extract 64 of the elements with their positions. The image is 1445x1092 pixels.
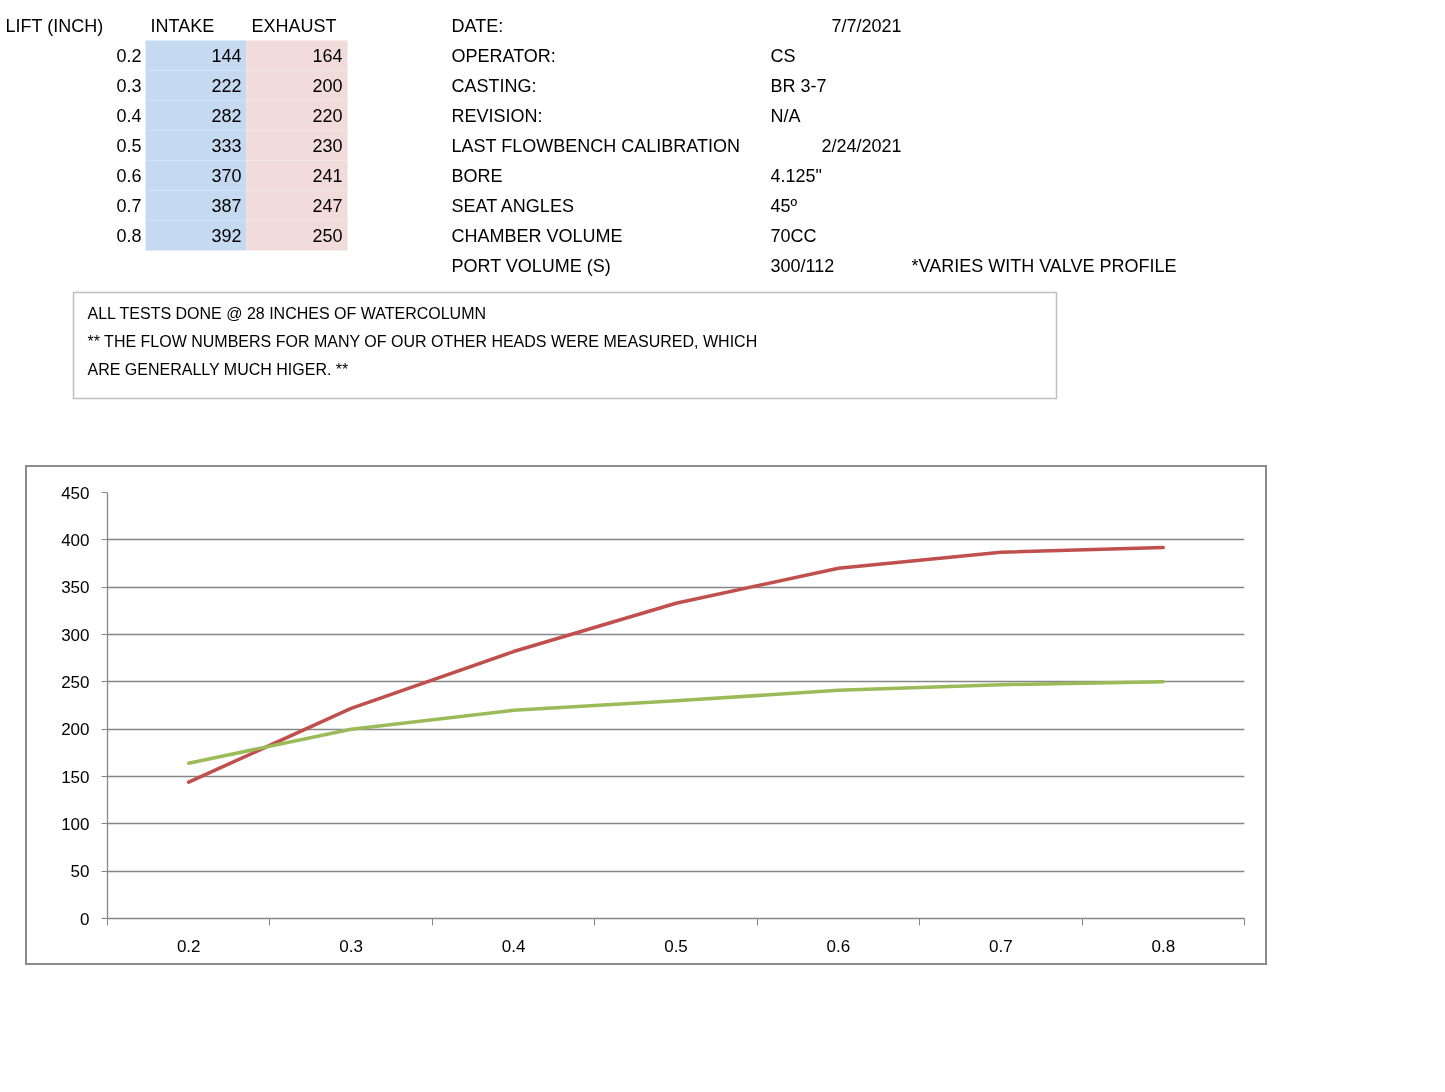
y-tick-label: 0.2 [116, 46, 142, 66]
y-tick-label: 100 [61, 814, 90, 834]
text: 300/112 [770, 255, 835, 276]
y-tick-label: 0.6 [116, 166, 142, 186]
y-tick-label: 0.7 [116, 196, 142, 216]
text: CASTING: [451, 75, 537, 96]
data-label: 220 [312, 106, 343, 126]
text: 2/24/2021 [821, 135, 902, 156]
text: 70CC [770, 225, 817, 246]
y-tick-label: 400 [61, 530, 90, 550]
x-tick-label: 0.3 [339, 936, 363, 956]
y-tick-label: 0.8 [116, 226, 142, 246]
data-label: 164 [312, 46, 343, 66]
data-label: 144 [211, 46, 242, 66]
line-series [186, 680, 1166, 765]
text: BORE [451, 165, 503, 186]
text: BR 3-7 [770, 75, 827, 96]
text: OPERATOR: [451, 45, 556, 66]
x-tick-label: 0.2 [176, 936, 201, 956]
text: CHAMBER VOLUME [451, 225, 623, 246]
data-label: 230 [312, 136, 343, 156]
y-tick-label: 450 [61, 483, 90, 503]
text: 45º [770, 195, 798, 216]
text: PORT VOLUME (S) [451, 255, 611, 276]
text: LAST FLOWBENCH CALIBRATION [451, 135, 740, 156]
text: *VARIES WITH VALVE PROFILE [911, 255, 1177, 276]
text: ** THE FLOW NUMBERS FOR MANY OF OUR OTHER HEADS WERE MEASURED, WHICH ARE GENERALLY MUCH HIGER. ** [87, 333, 758, 378]
data-label: 222 [211, 76, 242, 96]
text: 7/7/2021 [831, 15, 902, 36]
y-tick-label: 0.5 [116, 136, 142, 156]
data-label: 247 [312, 196, 343, 216]
y-tick-label: 150 [61, 767, 90, 787]
x-tick-label: EXHAUST [251, 15, 337, 36]
y-tick-label: 300 [61, 625, 90, 645]
x-tick-label: 0.8 [1151, 936, 1176, 956]
data-label: 282 [211, 106, 242, 126]
data-label: 392 [211, 226, 242, 246]
data-label: 387 [211, 196, 242, 216]
y-axis-title: LIFT (INCH) [5, 15, 104, 36]
data-label: 250 [312, 226, 343, 246]
y-tick-label: 350 [61, 578, 90, 598]
data-label: 333 [211, 136, 242, 156]
text: ALL TESTS DONE @ 28 INCHES OF WATERCOLUMN [87, 305, 487, 322]
text: 4.125" [770, 165, 822, 186]
y-tick-label: 0 [80, 909, 90, 929]
x-tick-label: 0.5 [664, 936, 688, 956]
x-tick-label: INTAKE [150, 15, 215, 36]
line-series [186, 545, 1166, 784]
data-label: 241 [312, 166, 343, 186]
text: REVISION: [451, 105, 543, 126]
x-tick-label: 0.7 [989, 936, 1013, 956]
data-label: 370 [211, 166, 242, 186]
x-tick-label: 0.6 [826, 936, 851, 956]
y-tick-label: 250 [61, 672, 90, 692]
text: DATE: [451, 15, 504, 36]
text: N/A [770, 105, 801, 126]
data-label: 200 [312, 76, 343, 96]
x-tick-label: 0.4 [501, 936, 526, 956]
y-tick-label: 200 [61, 720, 90, 740]
y-tick-label: 50 [70, 862, 90, 882]
y-tick-label: 0.4 [116, 106, 142, 126]
text: CS [770, 45, 796, 66]
text: SEAT ANGLES [451, 195, 574, 216]
y-tick-label: 0.3 [116, 76, 142, 96]
